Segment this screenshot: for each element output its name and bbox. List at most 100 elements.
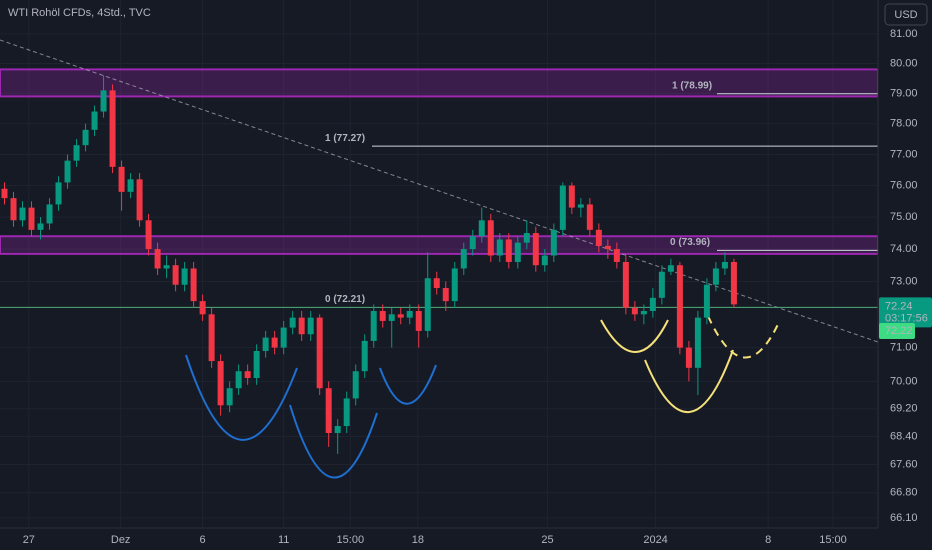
candle-body — [307, 317, 314, 335]
candle-body — [370, 311, 377, 341]
curve — [289, 404, 378, 479]
candle-body — [523, 233, 530, 243]
second-price-box — [879, 323, 915, 340]
candle-body — [721, 261, 728, 269]
x-tick-label: 15:00 — [819, 534, 847, 546]
level-label: 1 (78.99) — [672, 80, 712, 91]
y-tick-label: 74.00 — [890, 243, 918, 255]
candle-body — [379, 311, 386, 321]
candle-body — [325, 388, 332, 433]
candle-body — [1, 188, 8, 199]
candle-body — [127, 179, 134, 192]
candle-body — [352, 371, 359, 399]
levels: 0 (72.21) 1 (78.99) 1 (77.27) 0 (73.96) — [0, 80, 878, 308]
candle-body — [100, 90, 107, 112]
x-tick-label: 2024 — [643, 534, 667, 546]
axes: 81.00 80.00 79.00 78.00 77.00 76.00 75.00 74.00… — [23, 28, 918, 546]
candle-body — [271, 337, 278, 348]
candle-body — [316, 317, 323, 389]
candle-body — [550, 229, 557, 256]
candle-body — [406, 311, 413, 318]
candle-body — [397, 314, 404, 318]
candle-body — [613, 249, 620, 262]
candle-body — [622, 261, 629, 308]
y-tick-label: 68.40 — [890, 430, 918, 442]
x-tick-label: 18 — [412, 534, 424, 546]
x-tick-label: 6 — [200, 534, 206, 546]
candle-body — [343, 398, 350, 427]
curve — [600, 319, 669, 353]
y-tick-label: 75.00 — [890, 211, 918, 223]
candle-body — [154, 249, 161, 269]
countdown: 03:17:56 — [885, 312, 928, 324]
candle-body — [649, 297, 656, 312]
zone — [0, 68, 879, 98]
candle-body — [298, 317, 305, 335]
candle-body — [604, 245, 611, 250]
candle-body — [199, 301, 206, 315]
y-tick-label: 71.00 — [890, 342, 918, 354]
candle-body — [55, 182, 62, 205]
candle-body — [460, 249, 467, 269]
candles — [1, 75, 737, 454]
curve — [707, 315, 781, 359]
candle-body — [586, 204, 593, 230]
y-tick-label: 79.00 — [890, 87, 918, 99]
candle-body — [46, 204, 53, 224]
candle-body — [64, 160, 71, 183]
last-price: 72.24 — [885, 300, 913, 312]
zone — [0, 235, 879, 255]
candle-body — [253, 350, 260, 378]
candle-body — [19, 207, 26, 221]
price-axis — [878, 0, 932, 550]
candle-body — [217, 361, 224, 406]
candle-body — [658, 271, 665, 298]
candle-body — [28, 207, 35, 230]
x-tick-label: 15:00 — [337, 534, 365, 546]
level-label: 1 (77.27) — [325, 133, 365, 144]
curve — [185, 354, 298, 441]
candle-body — [163, 265, 170, 269]
candle-body — [640, 311, 647, 315]
last-price-box — [879, 297, 932, 328]
chart-title: WTI Rohöl CFDs, 4Std., TVC — [8, 7, 151, 19]
candle-body — [190, 268, 197, 302]
candle-body — [73, 145, 80, 161]
candle-body — [280, 327, 287, 348]
candle-body — [145, 220, 152, 250]
y-tick-label: 73.00 — [890, 275, 918, 287]
x-tick-label: 27 — [23, 534, 35, 546]
zones — [0, 68, 879, 255]
candle-body — [559, 185, 566, 230]
candle-body — [334, 426, 341, 433]
candle-body — [181, 268, 188, 285]
candle-body — [451, 268, 458, 302]
y-tick-label: 66.80 — [890, 487, 918, 499]
candle-body — [82, 129, 89, 146]
y-tick-label: 77.00 — [890, 148, 918, 160]
candle-body — [667, 265, 674, 272]
candle-body — [541, 255, 548, 266]
currency-button[interactable] — [884, 3, 928, 26]
candle-body — [595, 229, 602, 246]
candle-body — [208, 314, 215, 362]
candle-body — [532, 233, 539, 266]
candle-body — [37, 223, 44, 230]
candle-body — [469, 236, 476, 250]
candle-body — [235, 371, 242, 389]
candle-body — [505, 239, 512, 262]
candle-body — [244, 371, 251, 378]
curve — [379, 364, 437, 405]
candle-body — [496, 239, 503, 256]
y-tick-label: 76.00 — [890, 179, 918, 191]
candle-body — [109, 90, 116, 167]
currency[interactable]: USD — [894, 9, 917, 21]
second-price: 72.22 — [885, 325, 913, 337]
candle-body — [415, 311, 422, 331]
candle-body — [10, 198, 17, 221]
candle-body — [118, 166, 125, 192]
x-tick-label: 8 — [765, 534, 771, 546]
candle-body — [442, 288, 449, 302]
